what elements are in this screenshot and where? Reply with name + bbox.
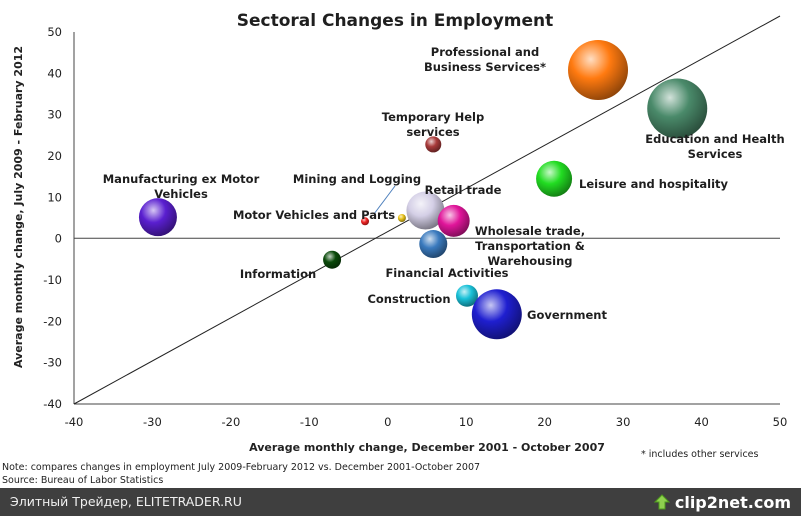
bubble	[456, 284, 479, 307]
x-tick-label: 40	[694, 415, 709, 429]
y-tick-label: -10	[43, 273, 62, 287]
source-note: Source: Bureau of Labor Statistics	[2, 475, 164, 486]
bubble-label-line: Business Services*	[424, 60, 546, 74]
x-tick-label: -40	[65, 415, 84, 429]
bubble	[419, 230, 448, 259]
bubble-label: Motor Vehicles and Parts	[233, 208, 395, 222]
bubble-label: Government	[527, 308, 607, 322]
x-tick-label: 10	[459, 415, 474, 429]
bubble-label: Mining and Logging	[293, 172, 421, 186]
bubble-label-line: services	[406, 125, 459, 139]
y-tick-label: -40	[43, 397, 62, 411]
bubble-label-line: Professional and	[431, 45, 539, 59]
bubble-series	[138, 40, 708, 340]
bubble-label-line: Temporary Help	[382, 110, 484, 124]
bubble	[406, 191, 445, 230]
bubble-label-line: Construction	[367, 292, 450, 306]
y-tick-label: -20	[43, 314, 62, 328]
bubble-label-line: Transportation &	[475, 239, 585, 253]
comparison-note: Note: compares changes in employment Jul…	[2, 462, 481, 473]
clip2net-brand[interactable]: clip2net.com	[653, 491, 791, 513]
bubble	[568, 40, 629, 101]
x-tick-label: 0	[384, 415, 391, 429]
bubble	[397, 214, 406, 222]
bubble-label-line: Mining and Logging	[293, 172, 421, 186]
y-tick-label: -30	[43, 356, 62, 370]
clip2net-upload-icon	[653, 494, 670, 510]
x-tick-labels: -40 -30 -20 -10 0 10 20 30 40 50	[65, 415, 788, 429]
bubble-label: Wholesale trade, Transportation & Warehous…	[475, 224, 585, 268]
bubble	[437, 204, 470, 237]
footer-bar: Элитный Трейдер, ELITETRADER.RU clip2net…	[0, 488, 801, 516]
bubble-label-line: Government	[527, 308, 607, 322]
y-tick-label: 50	[47, 25, 62, 39]
x-tick-label: 20	[537, 415, 552, 429]
bubble	[323, 250, 342, 269]
bubble-label-line: Services	[688, 147, 743, 161]
bubble-label-line: Leisure and hospitality	[579, 177, 729, 191]
y-tick-label: 0	[55, 232, 62, 246]
bubble-label-line: Financial Activities	[385, 266, 508, 280]
clip2net-brand-text: clip2net.com	[674, 492, 791, 512]
bubble-label-line: Vehicles	[154, 187, 208, 201]
mining-leader-line	[373, 185, 396, 215]
footer-source-text: Элитный Трейдер, ELITETRADER.RU	[10, 494, 242, 509]
chart-title: Sectoral Changes in Employment	[237, 11, 554, 31]
x-tick-label: -10	[300, 415, 319, 429]
bubble-label: Information	[240, 267, 316, 281]
y-tick-label: 30	[47, 108, 62, 122]
y-tick-label: 20	[47, 149, 62, 163]
y-tick-label: 40	[47, 66, 62, 80]
x-tick-label: -30	[143, 415, 162, 429]
includes-other-services-note: * includes other services	[641, 449, 759, 460]
x-tick-label: -20	[221, 415, 240, 429]
bubble-label: Temporary Help services	[382, 110, 484, 139]
bubble-label-line: Manufacturing ex Motor	[103, 172, 260, 186]
bubble-label-line: Education and Health	[645, 132, 784, 146]
x-tick-label: 50	[773, 415, 788, 429]
bubble	[138, 198, 177, 237]
bubble	[361, 217, 370, 226]
bubble	[425, 136, 442, 153]
sectoral-employment-chart: Sectoral Changes in Employment 50 40 30 20 1…	[12, 11, 788, 454]
bubble-label: Financial Activities	[385, 266, 508, 280]
y-axis-title: Average monthly change, July 2009 - Febr…	[12, 46, 25, 368]
bubble-label: Manufacturing ex Motor Vehicles	[103, 172, 260, 201]
bubble-label: Construction	[367, 292, 450, 306]
bubble-label-line: Information	[240, 267, 316, 281]
bubble-label-line: Wholesale trade,	[475, 224, 585, 238]
bubble-label-line: Motor Vehicles and Parts	[233, 208, 395, 222]
bubble-labels: Professional and Business Services* Educat…	[103, 45, 785, 322]
bubble-label-line: Retail trade	[425, 183, 502, 197]
bubble-label: Retail trade	[425, 183, 502, 197]
y-tick-label: 10	[47, 190, 62, 204]
x-tick-label: 30	[616, 415, 631, 429]
bubble	[647, 78, 708, 139]
bubble	[471, 289, 522, 340]
y-tick-labels: 50 40 30 20 10 0 -10 -20 -30 -40	[43, 25, 62, 411]
bubble	[536, 160, 573, 197]
bubble-label: Professional and Business Services*	[424, 45, 546, 74]
bubble-label: Education and Health Services	[645, 132, 784, 161]
x-axis-title: Average monthly change, December 2001 - …	[249, 441, 605, 454]
bubble-label-line: Warehousing	[488, 254, 573, 268]
bubble-label: Leisure and hospitality	[579, 177, 729, 191]
